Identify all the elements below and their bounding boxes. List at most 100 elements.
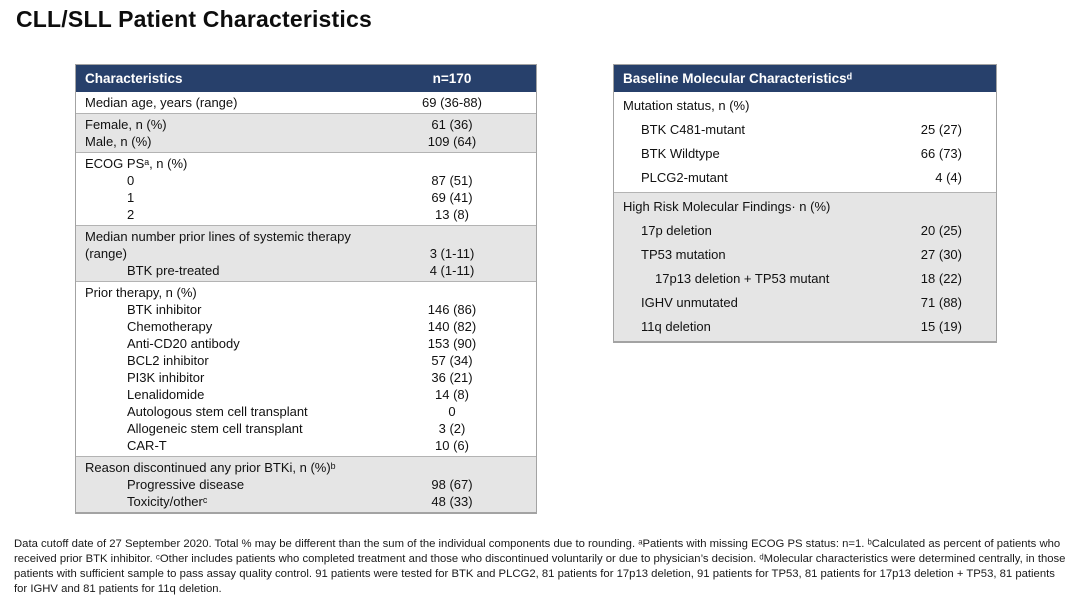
row-label: Median number prior lines of systemic th… — [85, 229, 351, 244]
table-row: PI3K inhibitor 36 (21) — [76, 369, 536, 386]
row-value: 13 (8) — [435, 207, 469, 222]
table-section: Mutation status, n (%) BTK C481-mutant 25 … — [614, 92, 996, 192]
row-label: Prior therapy, n (%) — [85, 285, 197, 300]
table-row: Progressive disease 98 (67) — [76, 476, 536, 493]
table-row: Chemotherapy 140 (82) — [76, 318, 536, 335]
row-label: 17p deletion — [641, 223, 712, 238]
row-value: 0 — [448, 404, 456, 419]
row-label: Anti-CD20 antibody — [127, 336, 240, 351]
table-section: Reason discontinued any prior BTKi, n (%… — [76, 456, 536, 512]
row-value: 71 (88) — [920, 295, 962, 310]
table-row: 17p deletion 20 (25) — [614, 219, 996, 243]
row-value: 3 (1-11) — [429, 246, 475, 261]
table-row: BCL2 inhibitor 57 (34) — [76, 352, 536, 369]
table-row: Anti-CD20 antibody 153 (90) — [76, 335, 536, 352]
table-row: BTK Wildtype 66 (73) — [614, 142, 996, 166]
row-label: BTK inhibitor — [127, 302, 202, 317]
characteristics-table-header: Characteristics n=170 — [76, 65, 536, 92]
row-value: 18 (22) — [920, 271, 962, 286]
row-label: 17p13 deletion + TP53 mutant — [655, 271, 830, 286]
row-value: 66 (73) — [920, 146, 962, 161]
row-value — [392, 228, 512, 245]
row-value — [392, 284, 512, 301]
row-label: High Risk Molecular Findings· n (%) — [623, 199, 831, 214]
table-section: Median age, years (range) 69 (36-88) — [76, 92, 536, 113]
row-value: 87 (51) — [431, 173, 473, 188]
row-value: 48 (33) — [431, 494, 473, 509]
row-value: 69 (36-88) — [422, 95, 482, 110]
table-row: Autologous stem cell transplant 0 — [76, 403, 536, 420]
footnote: Data cutoff date of 27 September 2020. T… — [14, 538, 1066, 596]
row-label: BTK Wildtype — [641, 146, 720, 161]
table-row: Lenalidomide 14 (8) — [76, 386, 536, 403]
row-label: 2 — [127, 207, 135, 222]
row-label: CAR-T — [127, 438, 167, 453]
row-value: 25 (27) — [920, 122, 962, 137]
row-label: TP53 mutation — [641, 247, 726, 262]
patient-characteristics-table: Characteristics n=170 Median age, years … — [75, 64, 537, 514]
table-row: 17p13 deletion + TP53 mutant 18 (22) — [614, 267, 996, 291]
row-value: 14 (8) — [435, 387, 469, 402]
row-value: 61 (36) — [431, 117, 473, 132]
table-section: Prior therapy, n (%) BTK inhibitor 146 (86… — [76, 281, 536, 456]
row-value: 20 (25) — [920, 223, 962, 238]
table-row: 11q deletion 15 (19) — [614, 315, 996, 339]
table-section: ECOG PSᵃ, n (%) 0 87 (51) 1 69 (41) 2 13 (8) — [76, 152, 536, 225]
row-value — [392, 459, 512, 476]
row-value: 57 (34) — [431, 353, 473, 368]
row-label: Autologous stem cell transplant — [127, 404, 308, 419]
table-row: BTK C481-mutant 25 (27) — [614, 118, 996, 142]
row-value: 36 (21) — [431, 370, 473, 385]
row-value: 140 (82) — [427, 319, 477, 334]
table-row: Mutation status, n (%) — [614, 94, 996, 118]
row-value: 10 (6) — [435, 438, 469, 453]
row-label: BTK pre-treated — [127, 263, 220, 278]
row-label: IGHV unmutated — [641, 295, 738, 310]
table-row: Prior therapy, n (%) — [76, 284, 536, 301]
table-row: Allogeneic stem cell transplant 3 (2) — [76, 420, 536, 437]
row-value — [892, 94, 996, 118]
row-value: 4 (4) — [935, 170, 962, 185]
characteristics-table-body: Median age, years (range) 69 (36-88) Femal… — [76, 92, 536, 512]
row-value: 98 (67) — [431, 477, 473, 492]
table-row: 1 69 (41) — [76, 189, 536, 206]
row-value: 109 (64) — [427, 134, 477, 149]
row-label: Chemotherapy — [127, 319, 213, 334]
table-section: High Risk Molecular Findings· n (%) 17p d… — [614, 192, 996, 341]
row-label: Allogeneic stem cell transplant — [127, 421, 303, 436]
table-row: BTK inhibitor 146 (86) — [76, 301, 536, 318]
row-label: Toxicity/otherᶜ — [127, 494, 208, 509]
table-section: Female, n (%) 61 (36) Male, n (%) 109 (64) — [76, 113, 536, 152]
row-value — [392, 155, 512, 172]
table-row: 0 87 (51) — [76, 172, 536, 189]
table-row: CAR-T 10 (6) — [76, 437, 536, 454]
table-row: PLCG2-mutant 4 (4) — [614, 166, 996, 190]
row-label: Female, n (%) — [85, 117, 167, 132]
table-row: IGHV unmutated 71 (88) — [614, 291, 996, 315]
row-value: 69 (41) — [431, 190, 473, 205]
characteristics-header-label: Characteristics — [85, 71, 183, 86]
row-value: 27 (30) — [920, 247, 962, 262]
table-row: 2 13 (8) — [76, 206, 536, 223]
molecular-characteristics-table: Baseline Molecular Characteristicsᵈ Muta… — [613, 64, 997, 343]
row-label: PLCG2-mutant — [641, 170, 728, 185]
table-row: Female, n (%) 61 (36) — [76, 116, 536, 133]
row-label: PI3K inhibitor — [127, 370, 205, 385]
row-label: Mutation status, n (%) — [623, 98, 750, 113]
row-value: 15 (19) — [920, 319, 962, 334]
table-row: ECOG PSᵃ, n (%) — [76, 155, 536, 172]
row-value: 3 (2) — [438, 421, 466, 436]
row-label: Median age, years (range) — [85, 95, 238, 110]
row-label: Reason discontinued any prior BTKi, n (%… — [85, 460, 336, 475]
table-row: (range) 3 (1-11) — [76, 245, 536, 262]
table-row: BTK pre-treated 4 (1-11) — [76, 262, 536, 279]
row-label: Lenalidomide — [127, 387, 205, 402]
row-label: ECOG PSᵃ, n (%) — [85, 156, 188, 171]
row-label: 11q deletion — [641, 319, 711, 334]
table-section: Median number prior lines of systemic th… — [76, 225, 536, 281]
table-row: Median number prior lines of systemic th… — [76, 228, 536, 245]
row-label: BCL2 inhibitor — [127, 353, 209, 368]
table-row: TP53 mutation 27 (30) — [614, 243, 996, 267]
row-value: 146 (86) — [427, 302, 477, 317]
